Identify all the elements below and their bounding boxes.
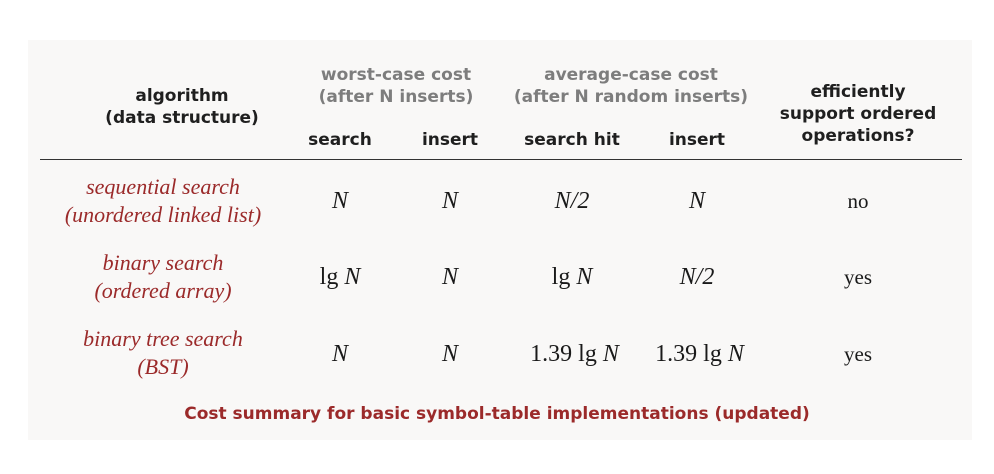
subheader-search: search [308,130,372,150]
cell-worst-search: lg N [290,263,390,291]
cell-worst-insert: N [410,187,490,215]
cell-ordered: no [847,189,869,213]
cell-var: N [727,341,744,367]
cell-value: N [441,341,458,367]
header-worst-line1: worst-case cost [320,65,472,85]
subheader-insert: insert [421,130,479,150]
figure-panel [28,40,972,440]
cell-avg-search-hit: 1.39 lg N [512,340,637,368]
subheader-search-hit: search hit [524,130,620,150]
header-algorithm-line1: algorithm [135,86,229,106]
header-ordered-ops: efficiently support ordered operations? [768,81,948,147]
figure-caption: Cost summary for basic symbol-table impl… [184,404,810,424]
cell-worst-search: N [300,340,380,368]
row-label-structure: (unordered linked list) [64,202,262,227]
header-average-case: average-case cost (after N random insert… [500,64,762,108]
cell-prefix: lg [319,264,345,290]
cell-value: N [688,188,705,214]
cell-avg-insert: 1.39 lg N [637,340,762,368]
cell-value: N [441,188,458,214]
header-worst-line2: (after N inserts) [318,87,474,107]
cell-value: N [331,341,348,367]
cell-worst-search: N [300,187,380,215]
row-label-structure: (ordered array) [94,278,232,303]
row-label: sequential search (unordered linked list… [13,173,313,229]
cell-value: N [441,264,458,290]
cell-var: N [576,264,593,290]
header-ordered-line3: operations? [801,126,915,146]
header-divider [40,159,962,160]
cell-var: N [344,264,361,290]
cell-avg-search-hit: N/2 [522,187,622,215]
table-row: binary tree search (BST) [13,325,313,381]
cell-prefix: 1.39 lg [655,341,728,367]
header-algorithm-line2: (data structure) [105,108,259,128]
row-label-name: binary tree search [83,326,243,351]
header-algorithm: algorithm (data structure) [72,85,292,129]
cell-value: N [331,188,348,214]
cell-avg-insert: N/2 [652,263,742,291]
subheader-insert-avg: insert [668,130,726,150]
cell-avg-insert: N [657,187,737,215]
row-label: binary search (ordered array) [13,249,313,305]
cell-ordered: yes [844,342,872,366]
header-worst-case: worst-case cost (after N inserts) [280,64,512,108]
cell-worst-insert: N [410,340,490,368]
table-row: binary search (ordered array) [13,249,313,305]
row-label: binary tree search (BST) [13,325,313,381]
cell-prefix: lg [551,264,577,290]
cell-value: N/2 [554,188,590,214]
table-row: sequential search (unordered linked list… [13,173,313,229]
cell-value: N/2 [679,264,715,290]
row-label-name: sequential search [86,174,240,199]
cell-var: N [602,341,619,367]
header-ordered-line2: support ordered [779,104,937,124]
header-ordered-line1: efficiently [810,82,906,102]
header-avg-line2: (after N random inserts) [513,87,749,107]
cell-prefix: 1.39 lg [530,341,603,367]
header-avg-line1: average-case cost [544,65,718,85]
cell-ordered: yes [844,265,872,289]
cell-worst-insert: N [410,263,490,291]
row-label-structure: (BST) [137,354,189,379]
cell-avg-search-hit: lg N [522,263,622,291]
row-label-name: binary search [102,250,224,275]
